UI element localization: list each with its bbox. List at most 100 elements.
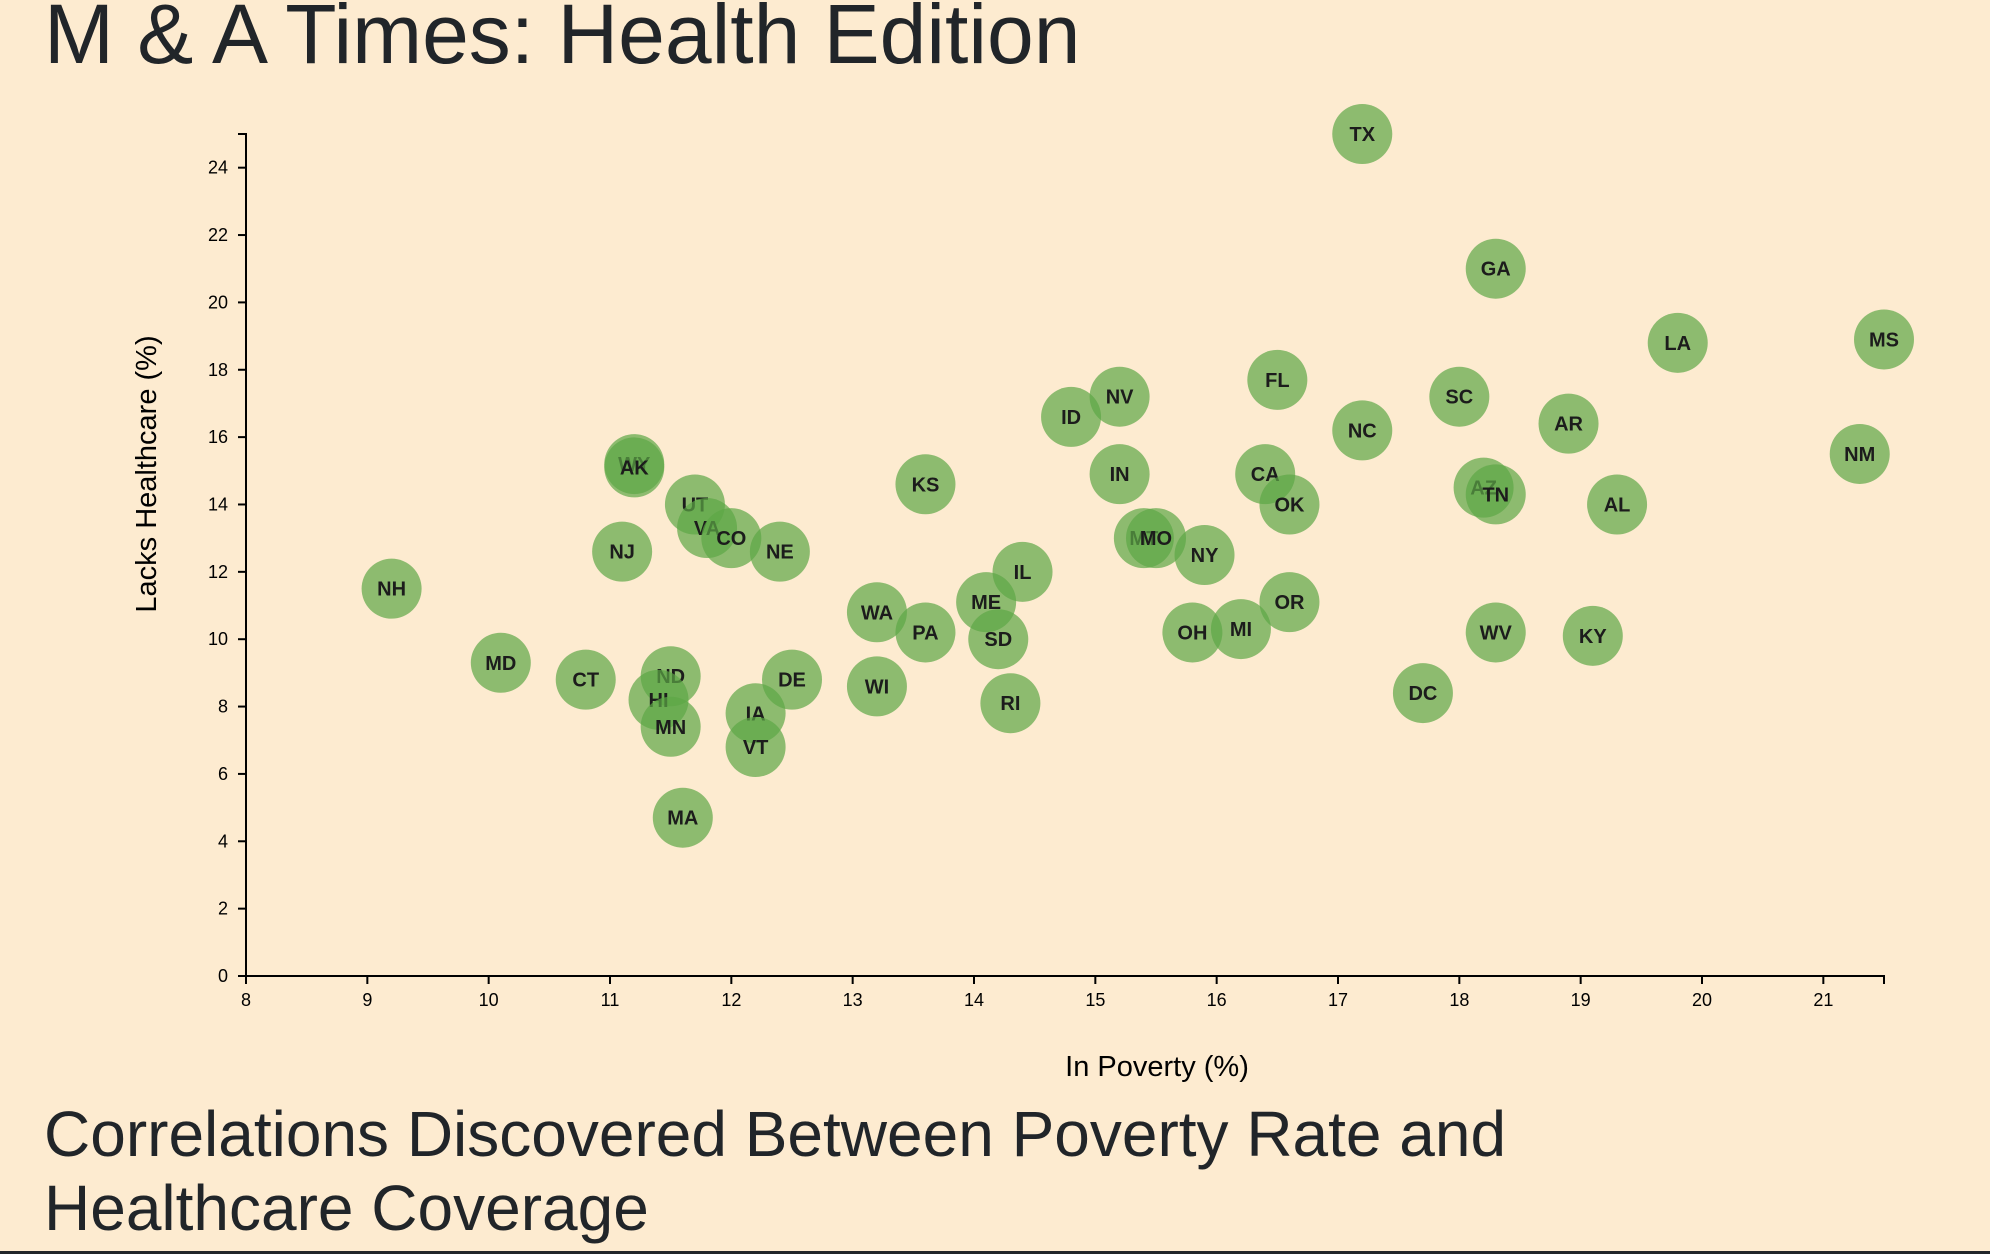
- state-point-ga[interactable]: GA: [1465, 238, 1526, 299]
- state-point-md[interactable]: MD: [470, 632, 531, 693]
- y-tick-label: 18: [208, 360, 228, 380]
- state-point-ms[interactable]: MS: [1854, 309, 1914, 370]
- state-point-tn[interactable]: TN: [1465, 464, 1526, 525]
- state-circle[interactable]: [1041, 386, 1102, 447]
- state-label: NE: [766, 542, 794, 564]
- state-circle[interactable]: [1562, 605, 1623, 666]
- state-circle[interactable]: [1332, 400, 1393, 461]
- state-point-mo[interactable]: MO: [1126, 508, 1186, 569]
- state-point-nv[interactable]: NV: [1089, 366, 1150, 427]
- state-label: ME: [971, 592, 1001, 614]
- state-point-sc[interactable]: SC: [1429, 366, 1490, 427]
- state-circle[interactable]: [1259, 474, 1320, 535]
- state-point-co[interactable]: CO: [701, 508, 762, 569]
- state-circle[interactable]: [640, 696, 701, 757]
- state-point-oh[interactable]: OH: [1162, 602, 1223, 663]
- state-point-ak[interactable]: AK: [604, 437, 665, 498]
- state-point-sd[interactable]: SD: [968, 609, 1029, 670]
- state-label: NH: [377, 579, 406, 601]
- state-circle[interactable]: [604, 437, 665, 498]
- state-point-tx[interactable]: TX: [1332, 104, 1393, 164]
- state-point-nm[interactable]: NM: [1829, 423, 1890, 484]
- state-point-mi[interactable]: MI: [1210, 599, 1271, 660]
- x-tick-label: 20: [1692, 990, 1712, 1010]
- state-circle[interactable]: [1829, 423, 1890, 484]
- x-tick-label: 16: [1207, 990, 1227, 1010]
- y-axis-label[interactable]: Lacks Healthcare (%): [131, 335, 163, 612]
- state-point-nc[interactable]: NC: [1332, 400, 1393, 461]
- state-circle[interactable]: [1538, 393, 1599, 454]
- state-circle[interactable]: [592, 521, 653, 582]
- state-circle[interactable]: [1465, 602, 1526, 663]
- state-label: KY: [1579, 626, 1607, 648]
- state-label: MA: [667, 808, 698, 830]
- state-circle[interactable]: [1259, 572, 1320, 633]
- state-point-ky[interactable]: KY: [1562, 605, 1623, 666]
- x-tick-label: 12: [721, 990, 741, 1010]
- state-circle[interactable]: [1429, 366, 1490, 427]
- state-point-la[interactable]: LA: [1647, 312, 1708, 373]
- state-point-fl[interactable]: FL: [1247, 349, 1308, 410]
- state-circle[interactable]: [361, 558, 422, 619]
- state-point-vt[interactable]: VT: [725, 716, 786, 777]
- state-circle[interactable]: [1126, 508, 1186, 569]
- state-label: WV: [1480, 622, 1513, 644]
- state-circle[interactable]: [1247, 349, 1308, 410]
- state-circle[interactable]: [1392, 663, 1453, 724]
- state-point-ri[interactable]: RI: [980, 673, 1041, 734]
- state-circle[interactable]: [1647, 312, 1708, 373]
- state-circle[interactable]: [895, 454, 956, 515]
- state-label: CO: [716, 528, 746, 550]
- state-circle[interactable]: [1587, 474, 1648, 535]
- state-circle[interactable]: [968, 609, 1029, 670]
- state-point-or[interactable]: OR: [1259, 572, 1320, 633]
- x-axis-label[interactable]: In Poverty (%): [1065, 1051, 1249, 1083]
- state-circle[interactable]: [1465, 464, 1526, 525]
- state-circle[interactable]: [1854, 309, 1914, 370]
- state-circle[interactable]: [895, 602, 956, 663]
- x-tick-label: 14: [964, 990, 984, 1010]
- state-point-ar[interactable]: AR: [1538, 393, 1599, 454]
- state-circle[interactable]: [701, 508, 762, 569]
- state-point-in[interactable]: IN: [1089, 444, 1150, 505]
- state-point-dc[interactable]: DC: [1392, 663, 1453, 724]
- state-point-nh[interactable]: NH: [361, 558, 422, 619]
- state-circle[interactable]: [725, 716, 786, 777]
- state-label: VT: [743, 737, 769, 759]
- y-tick-label: 8: [218, 697, 228, 717]
- state-point-wi[interactable]: WI: [846, 656, 907, 717]
- state-circle[interactable]: [846, 582, 907, 643]
- state-point-ny[interactable]: NY: [1174, 525, 1235, 585]
- state-point-ks[interactable]: KS: [895, 454, 956, 515]
- state-point-wa[interactable]: WA: [846, 582, 907, 643]
- state-point-ct[interactable]: CT: [555, 649, 616, 710]
- state-label: TX: [1349, 124, 1375, 146]
- state-point-al[interactable]: AL: [1587, 474, 1648, 535]
- y-tick-label: 12: [208, 562, 228, 582]
- state-point-ma[interactable]: MA: [652, 787, 713, 848]
- state-point-ne[interactable]: NE: [749, 521, 810, 582]
- state-circle[interactable]: [1174, 525, 1235, 585]
- state-circle[interactable]: [1332, 104, 1393, 164]
- state-circle[interactable]: [980, 673, 1041, 734]
- state-point-ok[interactable]: OK: [1259, 474, 1320, 535]
- state-label: OR: [1274, 592, 1305, 614]
- state-label: MS: [1869, 329, 1899, 351]
- state-point-wv[interactable]: WV: [1465, 602, 1526, 663]
- state-circle[interactable]: [652, 787, 713, 848]
- state-circle[interactable]: [555, 649, 616, 710]
- state-point-id[interactable]: ID: [1041, 386, 1102, 447]
- state-point-pa[interactable]: PA: [895, 602, 956, 663]
- x-tick-label: 15: [1085, 990, 1105, 1010]
- state-circle[interactable]: [1210, 599, 1271, 660]
- state-circle[interactable]: [1089, 444, 1150, 505]
- state-circle[interactable]: [470, 632, 531, 693]
- state-circle[interactable]: [749, 521, 810, 582]
- state-point-mn[interactable]: MN: [640, 696, 701, 757]
- state-circle[interactable]: [1162, 602, 1223, 663]
- state-circle[interactable]: [1089, 366, 1150, 427]
- state-point-nj[interactable]: NJ: [592, 521, 653, 582]
- state-circle[interactable]: [1465, 238, 1526, 299]
- state-circle[interactable]: [846, 656, 907, 717]
